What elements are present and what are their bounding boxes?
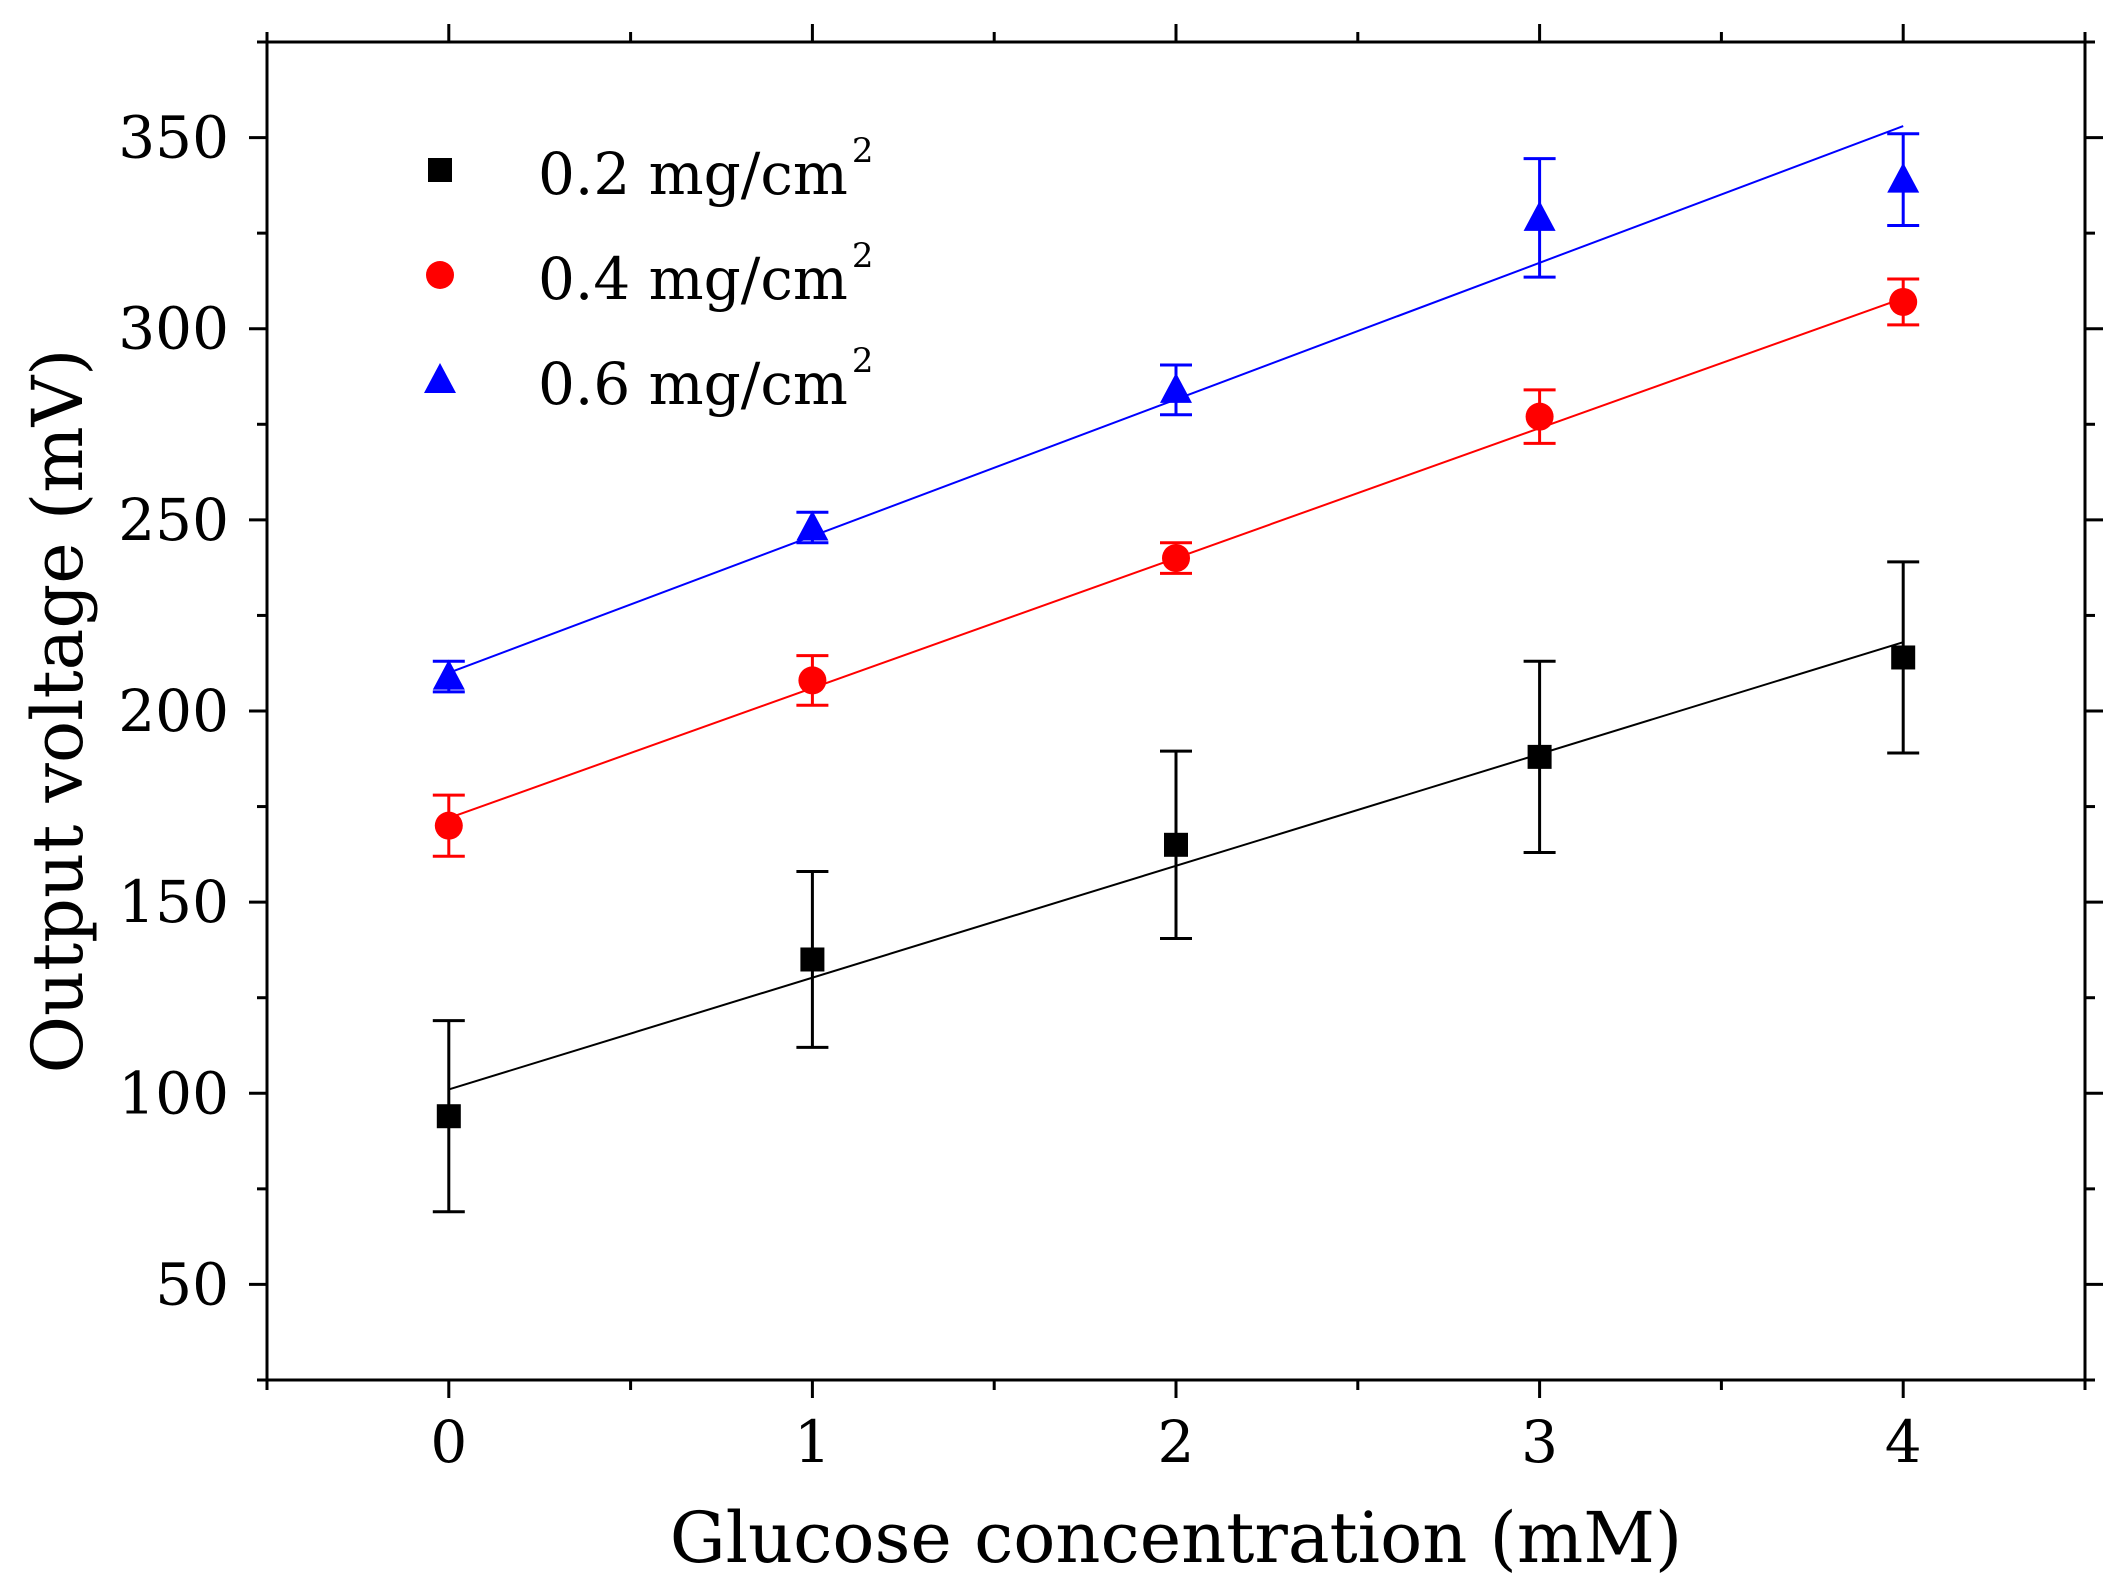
- data-point-blue: [1887, 162, 1920, 193]
- data-point-black: [436, 1104, 461, 1129]
- data-point-blue: [1160, 372, 1192, 403]
- y-tick-label: 150: [118, 868, 229, 936]
- legend-label-sup-blue: 2: [852, 341, 874, 381]
- legend-label-red: 0.4 mg/cm: [538, 245, 848, 313]
- legend-label-black: 0.2 mg/cm: [538, 140, 848, 208]
- legend-marker-black: [428, 158, 452, 182]
- x-tick-label: 0: [430, 1408, 467, 1476]
- data-point-black: [800, 947, 825, 972]
- y-tick-label: 350: [118, 104, 229, 172]
- x-tick-label: 1: [794, 1408, 831, 1476]
- data-point-black: [1891, 645, 1916, 670]
- y-axis-label: Output voltage (mV): [17, 349, 99, 1074]
- y-tick-label: 300: [118, 295, 229, 363]
- plot-frame: [265, 40, 2087, 1382]
- x-tick-label: 4: [1885, 1408, 1922, 1476]
- y-tick-label: 200: [118, 677, 229, 745]
- x-tick-label: 3: [1521, 1408, 1558, 1476]
- y-tick-label: 50: [155, 1250, 229, 1318]
- legend-label-blue: 0.6 mg/cm: [538, 350, 848, 418]
- data-point-blue: [1523, 200, 1556, 231]
- data-point-red: [1162, 544, 1190, 573]
- data-point-black: [1527, 744, 1552, 769]
- data-point-red: [434, 811, 463, 840]
- data-point-red: [1889, 287, 1918, 316]
- legend-label-sup-red: 2: [852, 236, 874, 276]
- x-axis-label: Glucose concentration (mM): [670, 1497, 1682, 1579]
- data-point-blue: [796, 510, 829, 541]
- data-point-red: [1525, 402, 1554, 431]
- data-point-blue: [432, 659, 465, 690]
- y-tick-label: 250: [118, 486, 229, 554]
- legend-label-sup-black: 2: [852, 131, 874, 171]
- y-tick-label: 100: [118, 1059, 229, 1127]
- legend-marker-blue: [424, 363, 456, 393]
- data-point-red: [798, 666, 827, 695]
- data-point-black: [1164, 832, 1188, 857]
- x-tick-label: 2: [1158, 1408, 1195, 1476]
- legend-marker-red: [426, 261, 454, 289]
